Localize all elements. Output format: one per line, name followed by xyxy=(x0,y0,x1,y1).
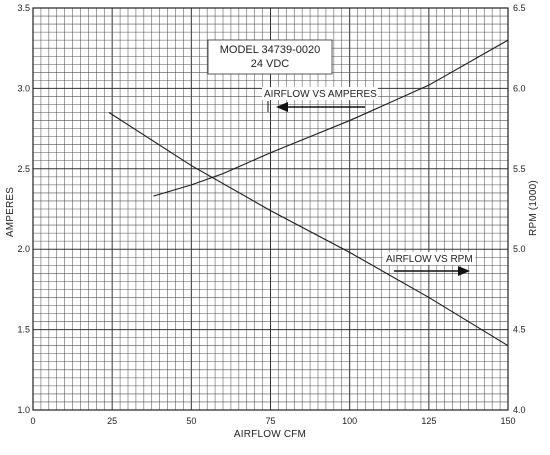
chart-ticks: 0 25 50 75 100 125 150 1.0 1.5 2.0 2.5 3.0 3.5 4.0 4.5… xyxy=(17,3,525,426)
plot-frame xyxy=(32,7,509,411)
annotation-amperes-label: AIRFLOW VS AMPERES xyxy=(264,89,377,100)
model-box-line-2: 24 VDC xyxy=(251,58,290,70)
y-axis-left-title: AMPERES xyxy=(5,187,16,237)
x-tick-label: 125 xyxy=(421,416,436,426)
y-left-tick-label: 1.0 xyxy=(17,405,30,415)
y-right-tick-label: 6.5 xyxy=(513,3,526,13)
series-line-airflow-vs-rpm xyxy=(108,112,509,347)
y-left-tick-label: 2.0 xyxy=(17,244,30,254)
x-tick-label: 75 xyxy=(265,416,275,426)
x-tick-label: 150 xyxy=(500,416,515,426)
y-left-tick-label: 3.0 xyxy=(17,83,30,93)
y-right-tick-label: 4.0 xyxy=(513,405,526,415)
chart-series xyxy=(108,39,509,347)
y-right-tick-label: 5.0 xyxy=(513,244,526,254)
annotation-amperes: AIRFLOW VS AMPERES xyxy=(262,87,378,112)
y-left-tick-label: 3.5 xyxy=(17,3,30,13)
x-tick-label: 100 xyxy=(342,416,357,426)
y-right-tick-label: 4.5 xyxy=(513,325,526,335)
series-line-airflow-vs-amperes xyxy=(153,39,509,197)
x-tick-label: 0 xyxy=(30,416,35,426)
chart-grid xyxy=(32,7,509,411)
x-axis-title: AIRFLOW CFM xyxy=(234,429,306,440)
model-box-line-1: MODEL 34739-0020 xyxy=(220,44,321,56)
y-right-tick-label: 5.5 xyxy=(513,164,526,174)
annotation-amperes-arrowhead xyxy=(276,102,288,112)
annotation-rpm-arrowhead xyxy=(458,266,470,276)
annotation-rpm-label: AIRFLOW VS RPM xyxy=(386,254,473,265)
y-right-tick-label: 6.0 xyxy=(513,83,526,93)
annotation-rpm: AIRFLOW VS RPM xyxy=(383,252,475,276)
y-left-tick-label: 1.5 xyxy=(17,325,30,335)
x-tick-label: 25 xyxy=(107,416,117,426)
y-left-tick-label: 2.5 xyxy=(17,164,30,174)
y-axis-right-title: RPM (1000) xyxy=(528,180,539,236)
model-box: MODEL 34739-0020 24 VDC xyxy=(207,39,333,75)
x-tick-label: 50 xyxy=(186,416,196,426)
